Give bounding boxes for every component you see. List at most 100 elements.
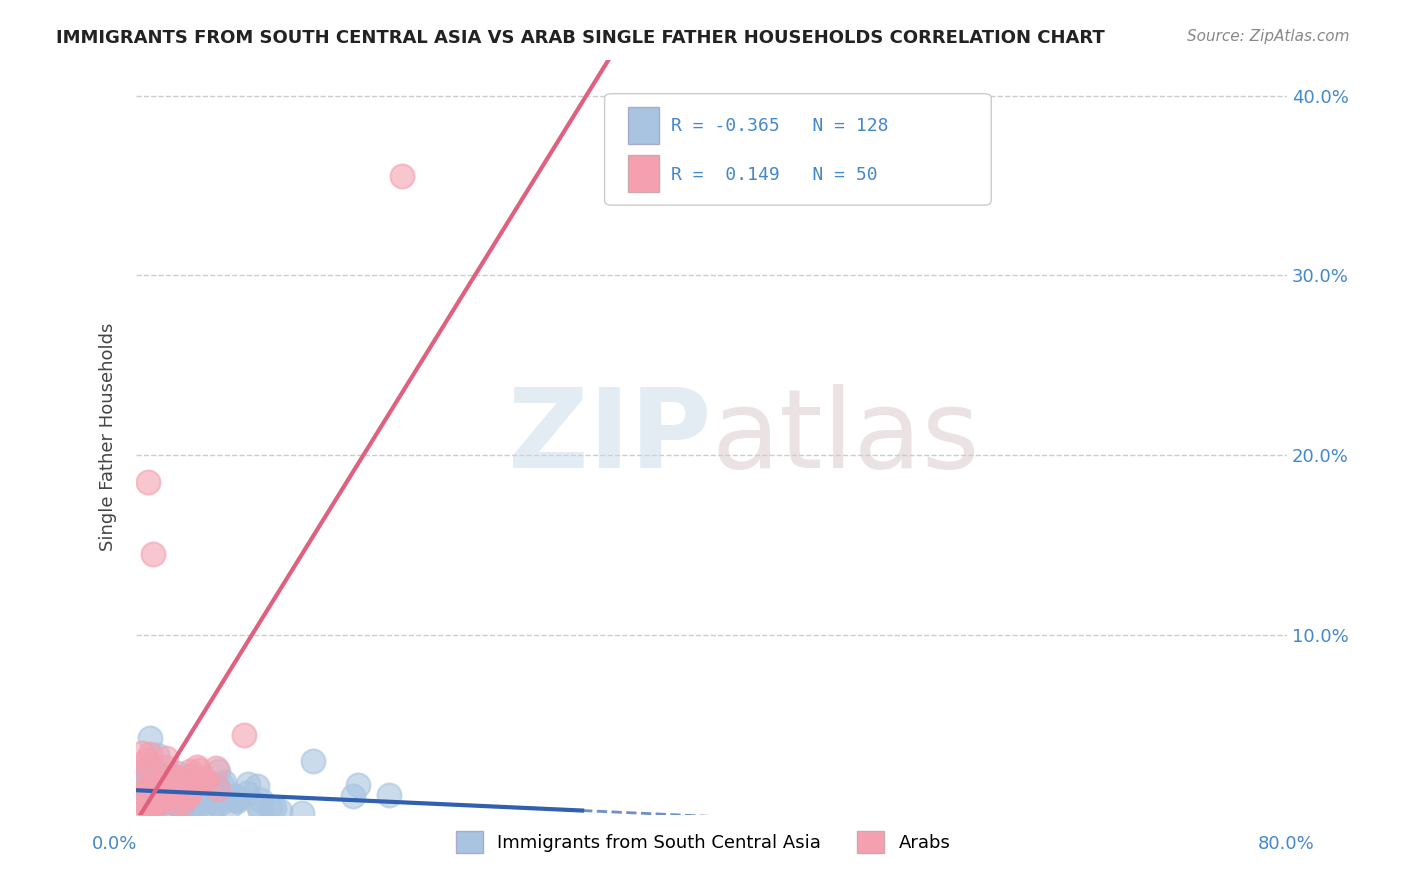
- Point: [152, 789, 174, 803]
- Point: [142, 547, 165, 561]
- Point: [193, 773, 215, 788]
- Point: [156, 778, 179, 792]
- Point: [186, 788, 208, 802]
- Point: [212, 775, 235, 789]
- Point: [148, 780, 170, 795]
- Point: [180, 770, 202, 784]
- Point: [162, 795, 184, 809]
- Point: [236, 786, 259, 800]
- Point: [167, 778, 190, 792]
- Point: [263, 801, 285, 815]
- Point: [191, 772, 214, 786]
- Point: [391, 169, 413, 184]
- Point: [127, 789, 149, 803]
- Point: [136, 786, 159, 800]
- Text: 0.0%: 0.0%: [91, 835, 136, 853]
- Point: [209, 787, 232, 801]
- Point: [128, 765, 150, 780]
- Text: IMMIGRANTS FROM SOUTH CENTRAL ASIA VS ARAB SINGLE FATHER HOUSEHOLDS CORRELATION : IMMIGRANTS FROM SOUTH CENTRAL ASIA VS AR…: [56, 29, 1105, 46]
- Point: [128, 788, 150, 802]
- Point: [142, 777, 165, 791]
- Point: [150, 783, 173, 797]
- Point: [197, 792, 219, 806]
- Point: [129, 791, 152, 805]
- Point: [188, 763, 211, 777]
- Point: [166, 765, 188, 780]
- Point: [127, 789, 149, 803]
- Point: [226, 791, 249, 805]
- Point: [181, 797, 204, 811]
- Point: [205, 780, 228, 794]
- Point: [150, 796, 173, 810]
- Point: [131, 792, 153, 806]
- Point: [250, 793, 273, 807]
- Point: [207, 781, 229, 796]
- Point: [131, 746, 153, 760]
- Point: [152, 777, 174, 791]
- Point: [207, 764, 229, 778]
- Point: [174, 794, 197, 808]
- Point: [125, 782, 148, 797]
- Point: [145, 778, 167, 792]
- Point: [204, 794, 226, 808]
- Point: [149, 779, 172, 793]
- Point: [155, 759, 177, 773]
- Point: [170, 772, 193, 786]
- Point: [136, 798, 159, 813]
- Point: [149, 796, 172, 810]
- Point: [259, 799, 281, 814]
- Point: [198, 788, 221, 802]
- Point: [139, 747, 162, 762]
- Point: [157, 772, 180, 787]
- Point: [166, 774, 188, 789]
- Point: [136, 790, 159, 805]
- Point: [136, 475, 159, 489]
- Point: [170, 781, 193, 796]
- Point: [342, 789, 364, 803]
- Point: [129, 789, 152, 803]
- Point: [135, 783, 157, 797]
- Point: [177, 797, 200, 811]
- Point: [162, 774, 184, 789]
- Point: [195, 772, 218, 787]
- Point: [172, 797, 194, 812]
- Point: [132, 775, 155, 789]
- Point: [149, 788, 172, 802]
- Point: [236, 776, 259, 790]
- Point: [205, 761, 228, 775]
- Point: [131, 789, 153, 804]
- Point: [129, 790, 152, 805]
- Point: [127, 793, 149, 807]
- Point: [160, 782, 183, 797]
- Point: [127, 769, 149, 783]
- Point: [163, 786, 186, 800]
- Point: [190, 797, 212, 812]
- Point: [146, 772, 169, 786]
- Point: [135, 788, 157, 802]
- Point: [180, 769, 202, 783]
- Point: [247, 797, 270, 812]
- Point: [165, 794, 187, 808]
- Point: [170, 797, 193, 811]
- Point: [138, 773, 160, 788]
- Point: [177, 784, 200, 798]
- Point: [145, 786, 167, 800]
- Point: [166, 775, 188, 789]
- Point: [150, 792, 173, 806]
- Point: [138, 758, 160, 772]
- Point: [131, 784, 153, 798]
- Point: [139, 800, 162, 814]
- Legend: Immigrants from South Central Asia, Arabs: Immigrants from South Central Asia, Arab…: [449, 824, 957, 861]
- Point: [142, 788, 165, 802]
- Point: [177, 795, 200, 809]
- Point: [145, 788, 167, 802]
- Point: [205, 797, 228, 812]
- Text: ZIP: ZIP: [508, 384, 711, 491]
- Point: [131, 794, 153, 808]
- Point: [149, 789, 172, 803]
- Point: [139, 789, 162, 803]
- Text: R =  0.149   N = 50: R = 0.149 N = 50: [671, 166, 877, 184]
- Point: [142, 764, 165, 778]
- Point: [198, 789, 221, 804]
- Point: [180, 797, 202, 812]
